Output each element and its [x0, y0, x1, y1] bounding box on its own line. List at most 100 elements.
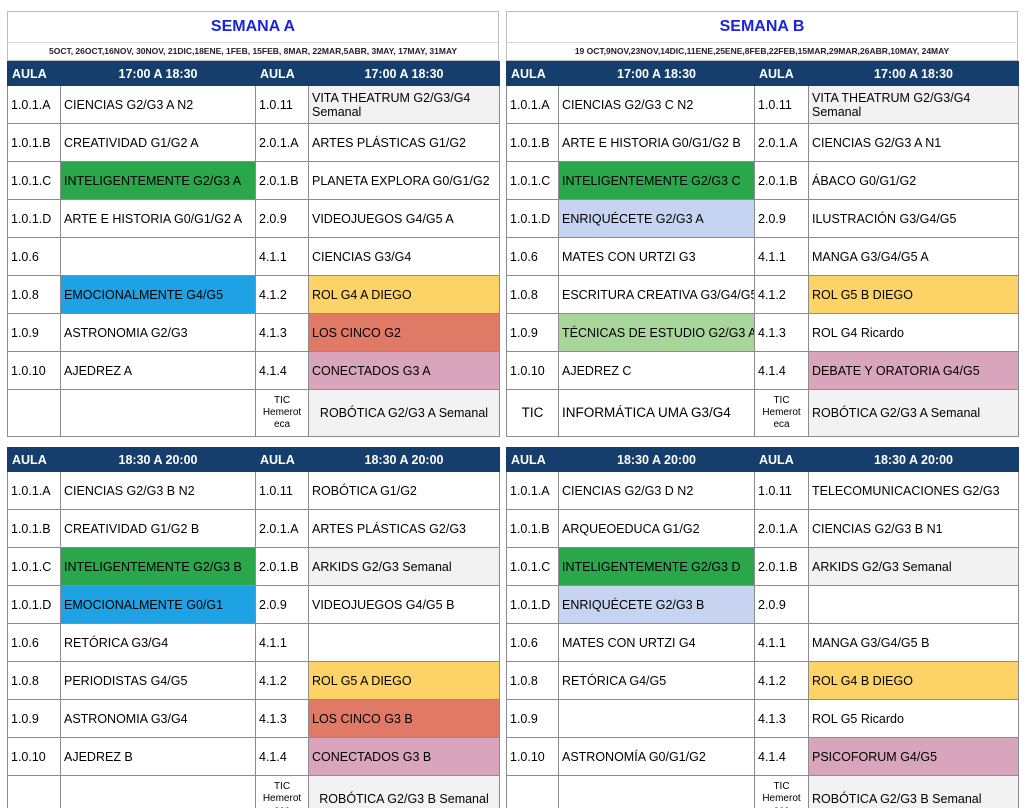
- table-row: 1.0.9 4.1.3 ROL G5 Ricardo: [506, 699, 1019, 738]
- activity-cell: CIENCIAS G3/G4: [308, 237, 500, 276]
- aula-cell: 4.1.1: [255, 623, 309, 662]
- aula-cell: [506, 775, 559, 808]
- activity-cell: CIENCIAS G2/G3 B N1: [808, 509, 1019, 548]
- activity-cell: TÉCNICAS DE ESTUDIO G2/G3 A: [558, 313, 755, 352]
- aula-cell: 1.0.1.B: [7, 509, 61, 548]
- activity-cell: EMOCIONALMENTE G4/G5: [60, 275, 256, 314]
- activity-cell: EMOCIONALMENTE G0/G1: [60, 585, 256, 624]
- aula-cell: 1.0.1.B: [506, 509, 559, 548]
- aula-cell: 4.1.1: [754, 623, 809, 662]
- activity-cell: INTELIGENTEMENTE G2/G3 B: [60, 547, 256, 586]
- activity-cell: CONECTADOS G3 A: [308, 351, 500, 390]
- table-row: TIC Hemerot eca ROBÓTICA G2/G3 B Semanal: [506, 775, 1019, 808]
- aula-cell: 1.0.9: [7, 313, 61, 352]
- activity-cell: ARKIDS G2/G3 Semanal: [308, 547, 500, 586]
- activity-cell: ROBÓTICA G2/G3 B Semanal: [808, 775, 1019, 808]
- activity-cell: PLANETA EXPLORA G0/G1/G2: [308, 161, 500, 200]
- time-header: 18:30 A 20:00: [558, 447, 755, 472]
- table-row: 1.0.6 MATES CON URTZI G4 4.1.1 MANGA G3/…: [506, 623, 1019, 662]
- table-row: 1.0.8 PERIODISTAS G4/G5 4.1.2 ROL G5 A D…: [7, 661, 500, 700]
- activity-cell: ROBÓTICA G1/G2: [308, 471, 500, 510]
- activity-cell: ROBÓTICA G2/G3 B Semanal: [308, 775, 500, 808]
- table-row: 1.0.6 4.1.1 CIENCIAS G3/G4: [7, 237, 500, 276]
- table-row: 1.0.1.D ENRIQUÉCETE G2/G3 B 2.0.9: [506, 585, 1019, 624]
- table-row: 1.0.1.C INTELIGENTEMENTE G2/G3 A 2.0.1.B…: [7, 161, 500, 200]
- aula-cell: 1.0.6: [506, 623, 559, 662]
- aula-header: AULA: [754, 61, 809, 86]
- activity-cell: [60, 775, 256, 808]
- aula-cell: TIC Hemerot eca: [754, 389, 809, 437]
- activity-cell: ASTRONOMIA G2/G3: [60, 313, 256, 352]
- aula-cell: 1.0.11: [754, 85, 809, 124]
- activity-cell: PERIODISTAS G4/G5: [60, 661, 256, 700]
- activity-cell: ROL G5 B DIEGO: [808, 275, 1019, 314]
- aula-header: AULA: [506, 447, 559, 472]
- aula-cell: 1.0.10: [7, 737, 61, 776]
- aula-cell: 1.0.1.A: [506, 85, 559, 124]
- table-row: 1.0.8 ESCRITURA CREATIVA G3/G4/G5 4.1.2 …: [506, 275, 1019, 314]
- aula-cell: 1.0.1.B: [506, 123, 559, 162]
- activity-cell: LOS CINCO G3 B: [308, 699, 500, 738]
- aula-cell: 1.0.1.C: [7, 161, 61, 200]
- table-row: 1.0.1.B ARQUEOEDUCA G1/G2 2.0.1.A CIENCI…: [506, 509, 1019, 548]
- table-row: 1.0.6 MATES CON URTZI G3 4.1.1 MANGA G3/…: [506, 237, 1019, 276]
- aula-cell: 1.0.1.B: [7, 123, 61, 162]
- time-header: 17:00 A 18:30: [558, 61, 755, 86]
- aula-cell: 1.0.6: [506, 237, 559, 276]
- activity-cell: CIENCIAS G2/G3 A N2: [60, 85, 256, 124]
- aula-cell: 4.1.3: [255, 313, 309, 352]
- aula-cell: TIC Hemerot eca: [255, 389, 309, 437]
- aula-cell: 2.0.1.A: [754, 509, 809, 548]
- aula-cell: 1.0.8: [506, 661, 559, 700]
- aula-cell: 1.0.9: [506, 313, 559, 352]
- activity-cell: [808, 585, 1019, 624]
- activity-cell: ARTES PLÁSTICAS G1/G2: [308, 123, 500, 162]
- aula-cell: 4.1.3: [754, 699, 809, 738]
- week-a-dates: 5OCT, 26OCT,16NOV, 30NOV, 21DIC,18ENE, 1…: [7, 42, 499, 61]
- activity-cell: MANGA G3/G4/G5 B: [808, 623, 1019, 662]
- activity-cell: LOS CINCO G2: [308, 313, 500, 352]
- activity-cell: [558, 699, 755, 738]
- activity-cell: ASTRONOMIA G3/G4: [60, 699, 256, 738]
- week-a-block-2-table: AULA 18:30 A 20:00 AULA 18:30 A 20:00 1.…: [7, 447, 500, 808]
- activity-cell: [60, 237, 256, 276]
- aula-cell: 1.0.9: [7, 699, 61, 738]
- table-row: 1.0.8 RETÓRICA G4/G5 4.1.2 ROL G4 B DIEG…: [506, 661, 1019, 700]
- activity-cell: TELECOMUNICACIONES G2/G3: [808, 471, 1019, 510]
- table-row: 1.0.1.A CIENCIAS G2/G3 D N2 1.0.11 TELEC…: [506, 471, 1019, 510]
- aula-cell: [7, 389, 61, 437]
- activity-cell: ASTRONOMÍA G0/G1/G2: [558, 737, 755, 776]
- aula-header: AULA: [255, 447, 309, 472]
- aula-cell: 2.0.1.B: [255, 547, 309, 586]
- table-header-row: AULA 17:00 A 18:30 AULA 17:00 A 18:30: [7, 61, 500, 86]
- activity-cell: CIENCIAS G2/G3 B N2: [60, 471, 256, 510]
- aula-header: AULA: [7, 447, 61, 472]
- table-row: 1.0.1.C INTELIGENTEMENTE G2/G3 B 2.0.1.B…: [7, 547, 500, 586]
- aula-header: AULA: [7, 61, 61, 86]
- table-row: TIC INFORMÁTICA UMA G3/G4 TIC Hemerot ec…: [506, 389, 1019, 437]
- table-row: 1.0.10 AJEDREZ C 4.1.4 DEBATE Y ORATORIA…: [506, 351, 1019, 390]
- activity-cell: CIENCIAS G2/G3 D N2: [558, 471, 755, 510]
- table-row: 1.0.1.C INTELIGENTEMENTE G2/G3 C 2.0.1.B…: [506, 161, 1019, 200]
- table-row: 1.0.10 ASTRONOMÍA G0/G1/G2 4.1.4 PSICOFO…: [506, 737, 1019, 776]
- activity-cell: ROL G5 A DIEGO: [308, 661, 500, 700]
- table-row: TIC Hemerot eca ROBÓTICA G2/G3 A Semanal: [7, 389, 500, 437]
- table-row: 1.0.9 TÉCNICAS DE ESTUDIO G2/G3 A 4.1.3 …: [506, 313, 1019, 352]
- aula-cell: 1.0.1.D: [506, 585, 559, 624]
- week-b-title: SEMANA B: [506, 11, 1018, 42]
- aula-cell: 1.0.1.D: [7, 585, 61, 624]
- activity-cell: VITA THEATRUM G2/G3/G4 Semanal: [308, 85, 500, 124]
- activity-cell: [558, 775, 755, 808]
- aula-cell: 4.1.3: [754, 313, 809, 352]
- activity-cell: ARQUEOEDUCA G1/G2: [558, 509, 755, 548]
- table-row: 1.0.1.C INTELIGENTEMENTE G2/G3 D 2.0.1.B…: [506, 547, 1019, 586]
- aula-cell: 1.0.8: [7, 661, 61, 700]
- aula-cell: 2.0.9: [255, 585, 309, 624]
- table-row: 1.0.1.A CIENCIAS G2/G3 A N2 1.0.11 VITA …: [7, 85, 500, 124]
- time-header: 17:00 A 18:30: [808, 61, 1019, 86]
- activity-cell: ARTE E HISTORIA G0/G1/G2 A: [60, 199, 256, 238]
- activity-cell: ROL G5 Ricardo: [808, 699, 1019, 738]
- aula-cell: 1.0.10: [7, 351, 61, 390]
- aula-cell: 1.0.8: [7, 275, 61, 314]
- aula-cell: 2.0.9: [754, 585, 809, 624]
